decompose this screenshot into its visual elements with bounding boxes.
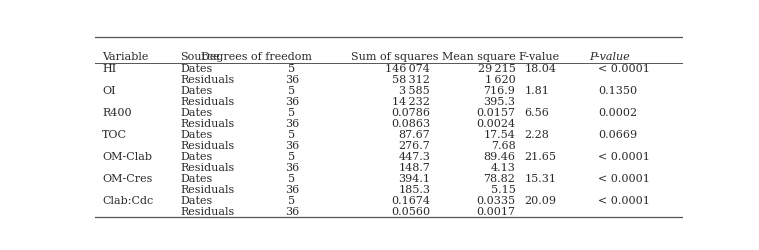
Text: 5: 5 [288, 195, 295, 205]
Text: 5: 5 [288, 152, 295, 162]
Text: HI: HI [102, 64, 116, 74]
Text: Residuals: Residuals [180, 184, 235, 194]
Text: 5: 5 [288, 64, 295, 74]
Text: 0.0024: 0.0024 [477, 119, 515, 129]
Text: 716.9: 716.9 [483, 86, 515, 96]
Text: 5: 5 [288, 130, 295, 140]
Text: 185.3: 185.3 [398, 184, 430, 194]
Text: 6.56: 6.56 [524, 108, 550, 118]
Text: 0.0017: 0.0017 [477, 206, 515, 216]
Text: Sum of squares: Sum of squares [351, 52, 438, 62]
Text: TOC: TOC [102, 130, 127, 140]
Text: Residuals: Residuals [180, 162, 235, 172]
Text: Degrees of freedom: Degrees of freedom [201, 52, 312, 62]
Text: 0.0002: 0.0002 [598, 108, 637, 118]
Text: 5: 5 [288, 174, 295, 184]
Text: Mean square: Mean square [442, 52, 515, 62]
Text: 4.13: 4.13 [490, 162, 515, 172]
Text: 14 232: 14 232 [392, 97, 430, 107]
Text: 78.82: 78.82 [483, 174, 515, 184]
Text: 447.3: 447.3 [398, 152, 430, 162]
Text: 0.1350: 0.1350 [598, 86, 637, 96]
Text: 58 312: 58 312 [392, 75, 430, 85]
Text: 5: 5 [288, 108, 295, 118]
Text: Dates: Dates [180, 195, 213, 205]
Text: 1.81: 1.81 [524, 86, 550, 96]
Text: 394.1: 394.1 [398, 174, 430, 184]
Text: F-value: F-value [518, 52, 559, 62]
Text: < 0.0001: < 0.0001 [598, 152, 650, 162]
Text: Dates: Dates [180, 108, 213, 118]
Text: 36: 36 [285, 119, 299, 129]
Text: 17.54: 17.54 [483, 130, 515, 140]
Text: 5: 5 [288, 86, 295, 96]
Text: 395.3: 395.3 [483, 97, 515, 107]
Text: P-value: P-value [589, 52, 630, 62]
Text: 36: 36 [285, 184, 299, 194]
Text: Dates: Dates [180, 130, 213, 140]
Text: 89.46: 89.46 [483, 152, 515, 162]
Text: 0.1674: 0.1674 [391, 195, 430, 205]
Text: Clab:Cdc: Clab:Cdc [102, 195, 153, 205]
Text: 1 620: 1 620 [485, 75, 515, 85]
Text: Residuals: Residuals [180, 119, 235, 129]
Text: < 0.0001: < 0.0001 [598, 64, 650, 74]
Text: 36: 36 [285, 75, 299, 85]
Text: 2.28: 2.28 [524, 130, 550, 140]
Text: 20.09: 20.09 [524, 195, 556, 205]
Text: 0.0863: 0.0863 [391, 119, 430, 129]
Text: Dates: Dates [180, 64, 213, 74]
Text: 276.7: 276.7 [398, 141, 430, 151]
Text: 0.0669: 0.0669 [598, 130, 637, 140]
Text: 36: 36 [285, 97, 299, 107]
Text: 21.65: 21.65 [524, 152, 556, 162]
Text: Dates: Dates [180, 86, 213, 96]
Text: Residuals: Residuals [180, 141, 235, 151]
Text: Residuals: Residuals [180, 206, 235, 216]
Text: 148.7: 148.7 [398, 162, 430, 172]
Text: 7.68: 7.68 [491, 141, 515, 151]
Text: 15.31: 15.31 [524, 174, 556, 184]
Text: 3 585: 3 585 [399, 86, 430, 96]
Text: < 0.0001: < 0.0001 [598, 174, 650, 184]
Text: 5.15: 5.15 [490, 184, 515, 194]
Text: 36: 36 [285, 141, 299, 151]
Text: Source: Source [180, 52, 220, 62]
Text: 0.0157: 0.0157 [477, 108, 515, 118]
Text: 0.0560: 0.0560 [391, 206, 430, 216]
Text: OM-Clab: OM-Clab [102, 152, 152, 162]
Text: 87.67: 87.67 [398, 130, 430, 140]
Text: 146 074: 146 074 [386, 64, 430, 74]
Text: Residuals: Residuals [180, 97, 235, 107]
Text: 0.0335: 0.0335 [477, 195, 515, 205]
Text: Residuals: Residuals [180, 75, 235, 85]
Text: OM-Cres: OM-Cres [102, 174, 153, 184]
Text: 0.0786: 0.0786 [391, 108, 430, 118]
Text: 36: 36 [285, 162, 299, 172]
Text: R400: R400 [102, 108, 131, 118]
Text: OI: OI [102, 86, 115, 96]
Text: 36: 36 [285, 206, 299, 216]
Text: 18.04: 18.04 [524, 64, 556, 74]
Text: 29 215: 29 215 [477, 64, 515, 74]
Text: < 0.0001: < 0.0001 [598, 195, 650, 205]
Text: Dates: Dates [180, 174, 213, 184]
Text: Variable: Variable [102, 52, 148, 62]
Text: Dates: Dates [180, 152, 213, 162]
